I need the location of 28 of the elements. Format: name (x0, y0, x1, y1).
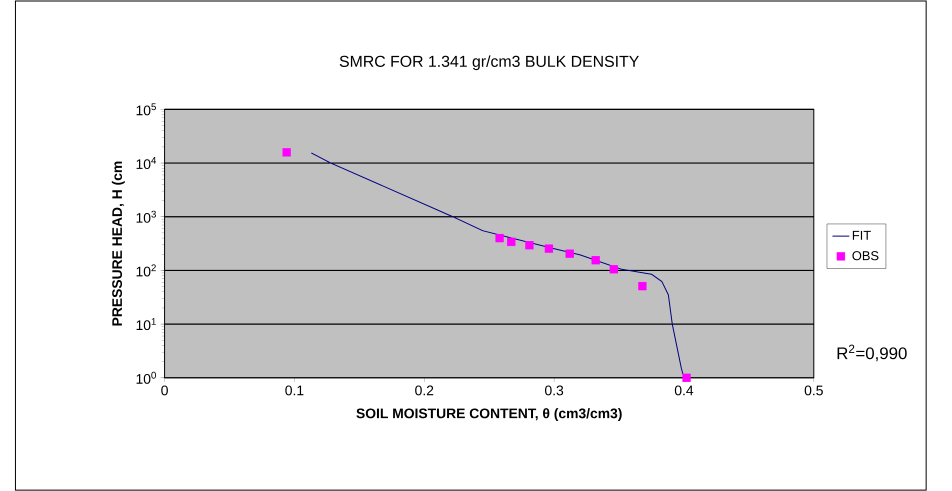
point (507, 238, 516, 246)
x-tick-label: 0.3 (545, 385, 564, 396)
y-tick-label: 10$^{4}$ (136, 156, 156, 169)
point (610, 265, 618, 274)
y-axis-title: PRESSURE HEAD, H (cm (112, 162, 125, 326)
y-tick-label: 10$^{3}$ (136, 210, 156, 223)
point (682, 374, 691, 382)
x-tick-label: 0.4 (674, 385, 694, 396)
y-tick-label: 10$^{2}$ (136, 264, 156, 276)
point (282, 148, 291, 156)
x-tick-label: 0.1 (285, 385, 304, 396)
point (592, 256, 600, 264)
y-tick-label: 10$^{1}$ (136, 318, 156, 330)
x-tick-label: 0 (161, 385, 168, 396)
y-tick-label: 10$^{0}$ (136, 372, 156, 384)
x-tick-label: 0.5 (804, 385, 823, 396)
point (495, 234, 504, 242)
point (638, 282, 647, 290)
x-axis-title: SOIL MOISTURE CONTENT, θ (cm3/cm3) (356, 408, 622, 421)
point (566, 249, 574, 258)
legend-label: OBS (852, 251, 878, 260)
chart-title: SMRC FOR 1.341 gr/cm3 BULK DENSITY (340, 55, 639, 70)
point (525, 240, 534, 250)
y-tick-label: 10$^{5}$ (136, 103, 156, 116)
text: R$^{2}$=0,990 (838, 344, 907, 362)
point (544, 244, 554, 253)
x-tick-label: 0.2 (415, 385, 434, 396)
legend-label: FIT (852, 230, 871, 240)
